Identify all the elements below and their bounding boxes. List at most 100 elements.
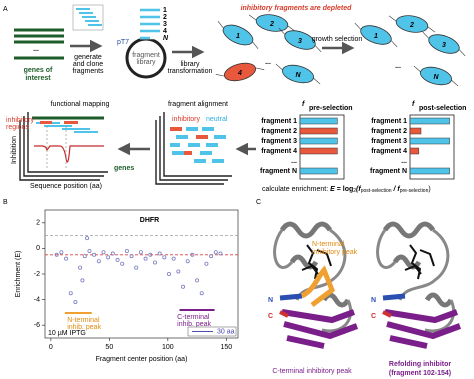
genes-label: genes of: [24, 67, 53, 74]
fragment: [186, 127, 198, 131]
fragment-label: fragment 4: [261, 148, 297, 155]
step-label: library: [180, 61, 200, 68]
pilus: [287, 25, 296, 32]
fragment-label: ...: [401, 158, 407, 165]
point: [199, 291, 204, 296]
fragment-label: fragment N: [260, 168, 297, 175]
cell-label: 1: [236, 33, 240, 40]
point: [78, 265, 83, 270]
point: [138, 250, 143, 255]
c-peak-region: [384, 309, 462, 349]
pilus: [215, 74, 225, 77]
point: [143, 256, 148, 261]
strand-n: [382, 293, 406, 301]
fragment: [212, 159, 224, 163]
cell-label: 2: [269, 21, 274, 28]
cell: [428, 34, 460, 54]
step-label: growth selection: [312, 36, 363, 43]
formula-part: E: [330, 186, 335, 193]
fragment: [200, 151, 212, 155]
genes-label: genes: [114, 165, 134, 172]
point: [190, 252, 195, 257]
bar: [299, 147, 338, 155]
genes-label: interest: [25, 75, 51, 82]
cell: [420, 66, 452, 86]
inhibitory-region: [40, 121, 52, 124]
cell: [395, 15, 429, 33]
cell-label: 3: [298, 38, 302, 45]
point: [134, 265, 139, 270]
formula-part: / f: [392, 186, 401, 193]
pilus: [458, 49, 466, 57]
legend-label: neutral: [206, 116, 228, 123]
cell-label: 3: [442, 42, 446, 49]
point: [59, 250, 64, 255]
plot-frame: [159, 116, 228, 181]
formula-part: 2: [353, 188, 356, 194]
y-tick-label: -4: [34, 296, 40, 303]
point: [96, 259, 101, 264]
n-peak-label: inhibitory peak: [312, 249, 358, 256]
cell-label: 2: [409, 22, 414, 29]
terminus-n: N: [371, 297, 376, 304]
bar-frame: [299, 114, 345, 180]
bar: [409, 137, 450, 145]
point: [92, 252, 97, 257]
point: [209, 254, 214, 259]
pilus: [248, 14, 257, 21]
freq-symbol: f: [302, 101, 305, 108]
point: [120, 261, 125, 266]
fragment: [194, 159, 206, 163]
pilus: [252, 41, 259, 49]
loop: [273, 228, 353, 333]
n-peak-label: N-terminal: [312, 241, 345, 248]
point: [54, 252, 59, 257]
strand-c: [382, 310, 392, 318]
cell-label: N: [295, 72, 301, 79]
condition-label: 10 µM IPTG: [48, 330, 86, 337]
c-peak-label: C-terminal inhibitory peak: [272, 368, 352, 375]
step-title: fragment alignment: [168, 101, 228, 108]
plot-frame: [19, 120, 100, 181]
plot-frame: [155, 120, 224, 185]
fragment-label: fragment 1: [371, 118, 407, 125]
library-index: 4: [163, 28, 167, 35]
point: [166, 271, 171, 276]
freq-symbol: f: [412, 101, 415, 108]
cell: [284, 30, 316, 50]
step-label: generate: [74, 54, 102, 61]
point: [101, 250, 106, 255]
fragment: [214, 135, 226, 139]
formula-part: post-selection: [361, 188, 392, 194]
step-title: functional mapping: [51, 101, 110, 108]
refolding-label: Refolding inhibitor: [389, 361, 451, 368]
pilus: [217, 21, 224, 29]
protein-structure: [273, 221, 359, 349]
n-peak-label: N-terminal: [67, 317, 100, 324]
fragment-label: fragment 4: [371, 148, 407, 155]
bar: [299, 127, 338, 135]
inhibitory-region: [64, 121, 78, 124]
point: [129, 254, 134, 259]
fragment: [196, 135, 208, 139]
y-tick-label: 0: [36, 245, 40, 252]
pilus: [313, 77, 321, 85]
point: [68, 291, 73, 296]
cell: [360, 25, 392, 45]
point: [115, 257, 120, 262]
strand-n: [279, 293, 303, 301]
y-axis-label: Enrichment (E): [15, 251, 22, 298]
terminus-n: N: [268, 297, 273, 304]
point: [218, 251, 223, 256]
point: [110, 251, 115, 256]
depleted-note: inhibitory fragments are depleted: [241, 5, 353, 12]
n-peak-region: [300, 265, 336, 307]
fragment: [170, 143, 180, 147]
enrichment-formula: calculate enrichment: E = log2(fpost-sel…: [262, 186, 431, 194]
pilus: [390, 40, 398, 48]
refolding-label: (fragment 102-154): [389, 370, 451, 377]
c-peak-label: C-terminal: [177, 314, 210, 321]
point: [106, 255, 111, 260]
fragment-label: fragment 2: [261, 128, 297, 135]
terminus-c: C: [371, 313, 376, 320]
